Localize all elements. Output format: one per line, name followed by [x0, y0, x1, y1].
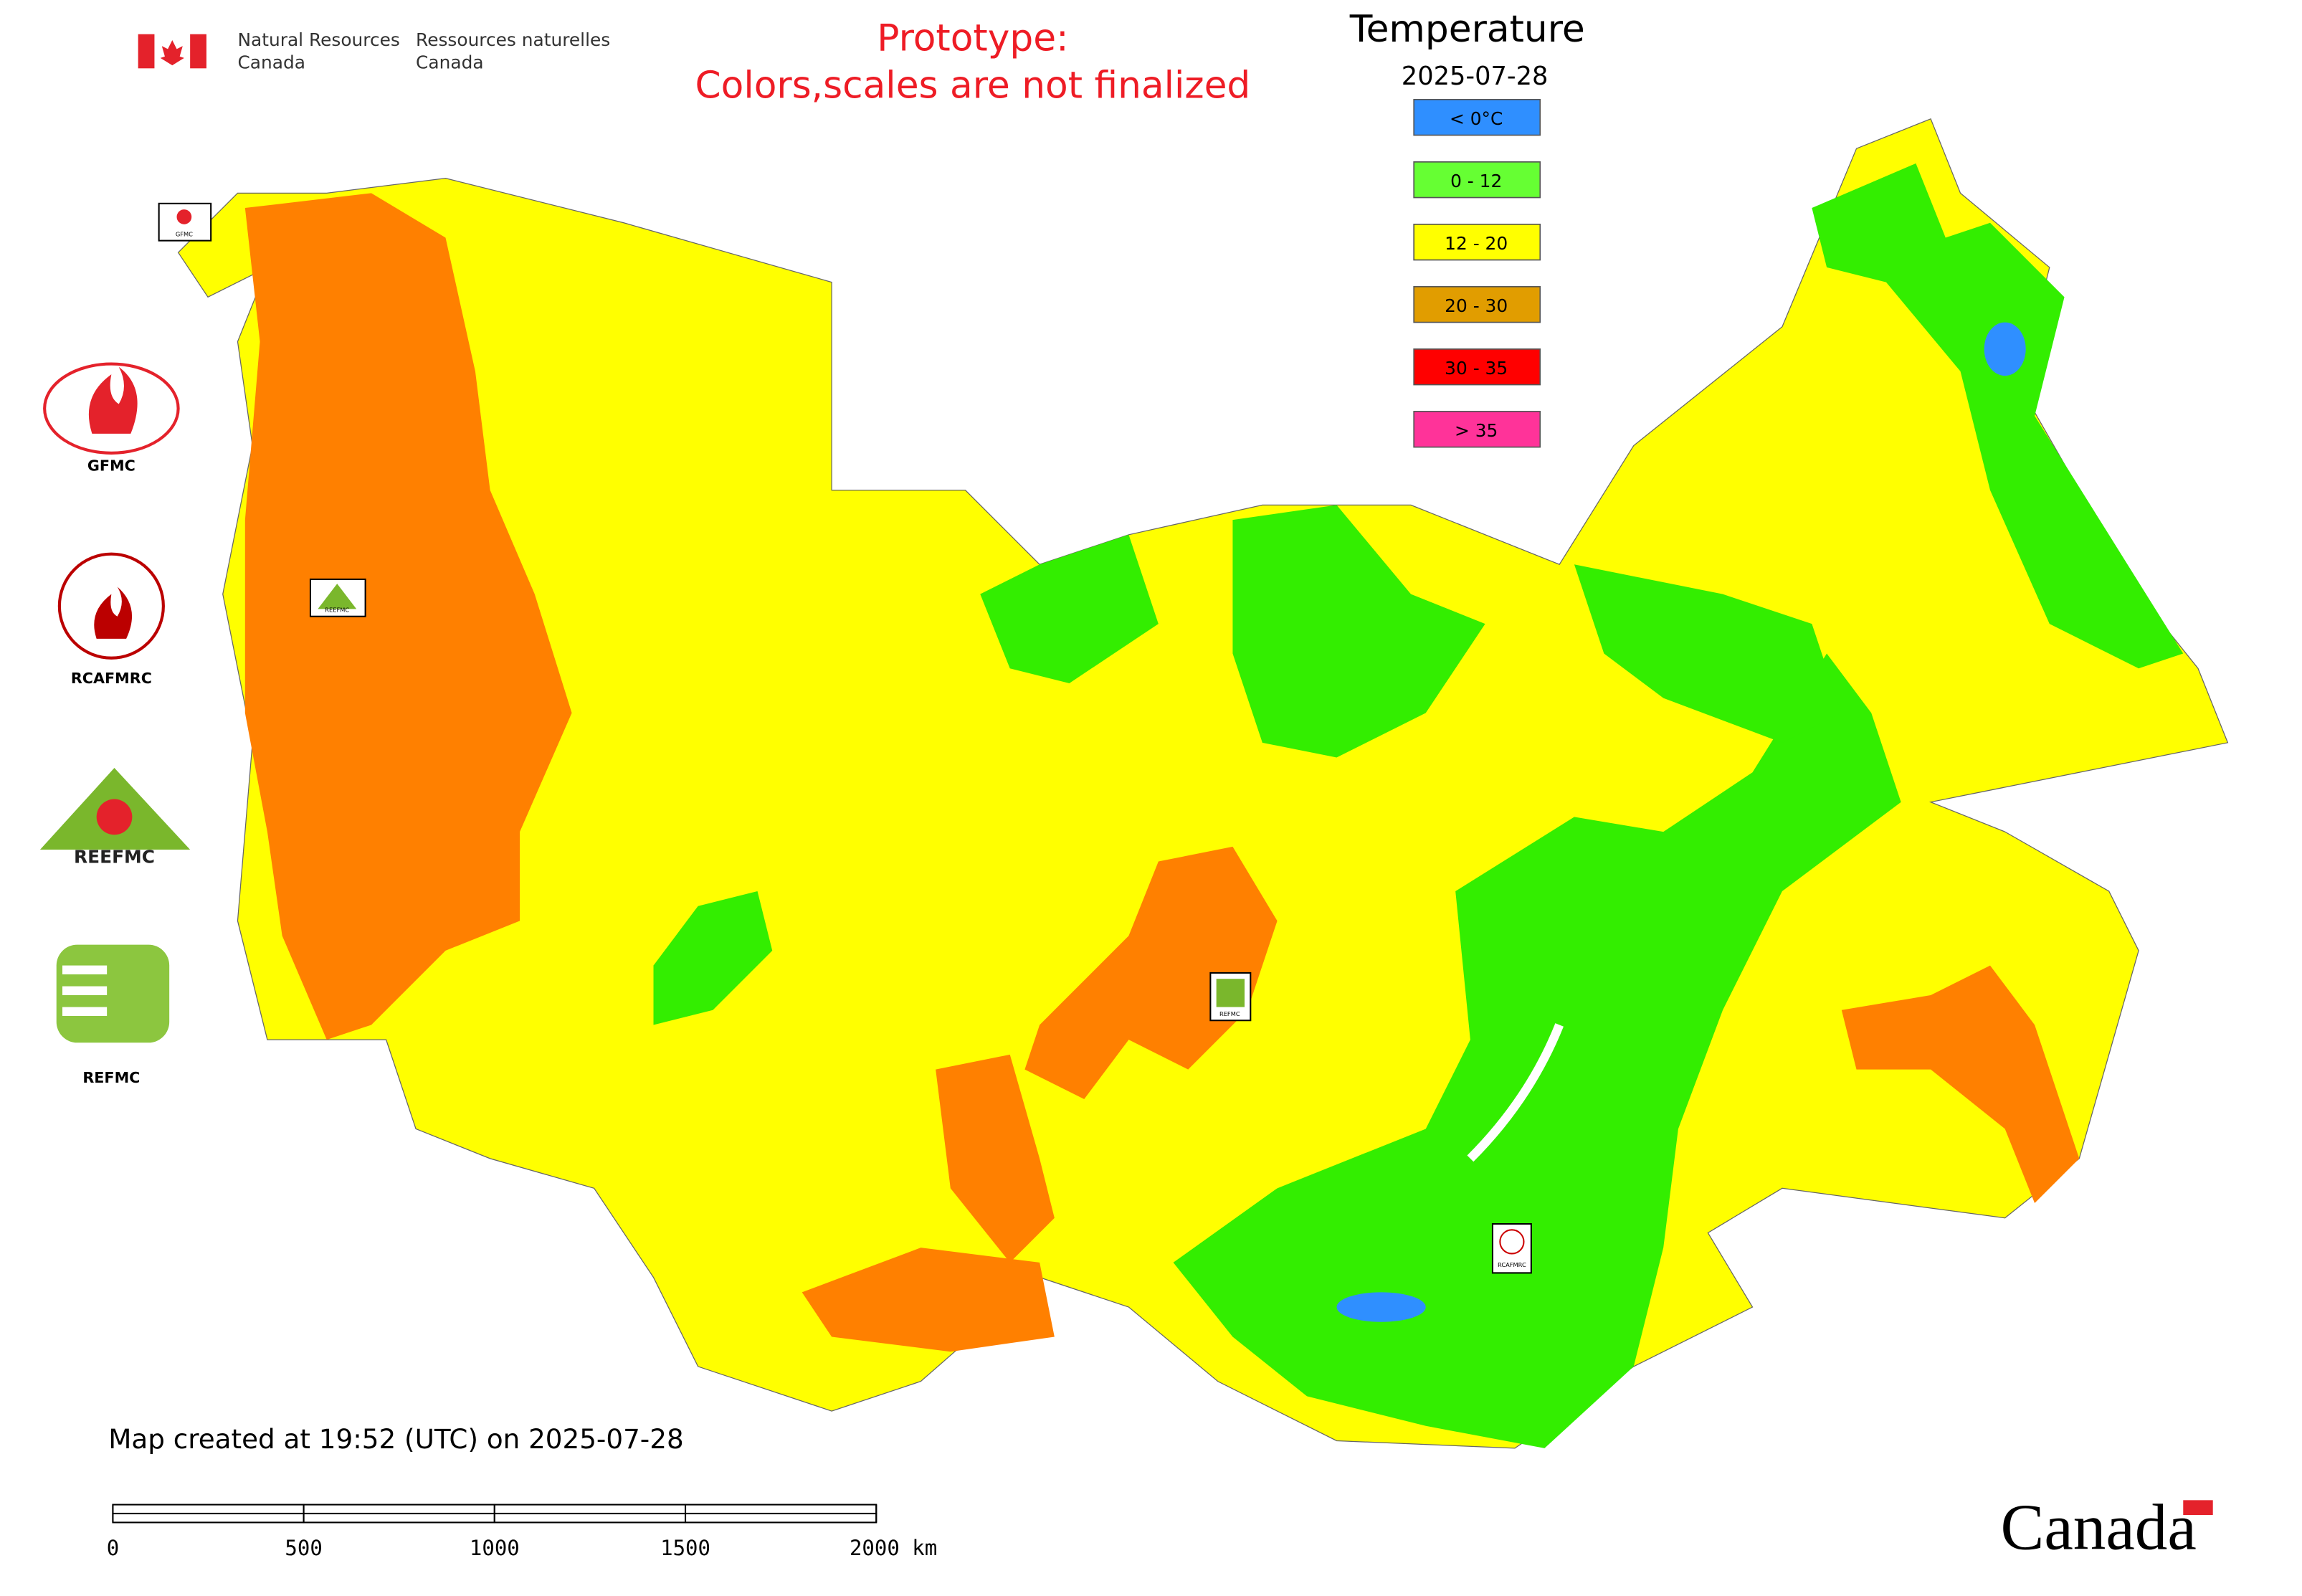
- region-blue: [1336, 1292, 1426, 1322]
- station-label: RCAFMRC: [1498, 1261, 1526, 1268]
- scale-segment: [112, 1512, 305, 1524]
- scale-segment: [493, 1512, 687, 1524]
- logo-label: RCAFMRC: [71, 670, 152, 687]
- region-yellow: [177, 118, 2229, 1449]
- prototype-notice: Colors,scales are not finalized: [695, 65, 1251, 108]
- prototype-notice: Prototype:: [877, 16, 1068, 60]
- legend-label: 20 - 30: [1445, 295, 1508, 316]
- dept-en: Canada: [237, 52, 305, 72]
- region-orange: [1841, 965, 2080, 1204]
- scale-segment: [493, 1504, 687, 1515]
- logo-stripe: [62, 986, 108, 996]
- logo-rcafmrc: [57, 552, 165, 660]
- region-green: [1812, 163, 2184, 669]
- scale-label: 1000: [470, 1536, 520, 1560]
- logo-reefmc: REEFMC: [39, 768, 191, 868]
- logo-gfmc: [43, 362, 180, 455]
- logo-stripe: [62, 1007, 108, 1017]
- region-orange: [1024, 846, 1278, 1100]
- region-blue: [1984, 322, 2026, 376]
- station-label: REEFMC: [325, 607, 349, 614]
- scale-segment: [303, 1504, 495, 1515]
- map-area: [177, 118, 2229, 1449]
- legend-date: 2025-07-28: [1402, 62, 1549, 91]
- canada-flag: [138, 34, 206, 69]
- lake: [1467, 1023, 1564, 1162]
- station: REFMC: [1209, 972, 1252, 1022]
- scale-label: 0: [107, 1536, 119, 1560]
- station: RCAFMRC: [1491, 1222, 1532, 1274]
- flag-band: [190, 34, 206, 69]
- region-green: [980, 534, 1159, 683]
- region-green: [1173, 653, 1901, 1448]
- scale-label: 2000 km: [850, 1536, 937, 1560]
- logo-shape: [57, 552, 165, 660]
- station-icon: [176, 209, 192, 224]
- legend-label: 12 - 20: [1445, 233, 1508, 254]
- canada-wordmark: Canada: [2001, 1491, 2197, 1564]
- logo-flame: [88, 366, 138, 434]
- legend: < 0°C 0 - 12 12 - 20 20 - 30 30 - 35 > 35: [1413, 98, 1541, 448]
- logo-flame: [94, 586, 133, 639]
- scale-segment: [685, 1512, 877, 1524]
- created-note: Map created at 19:52 (UTC) on 2025-07-28: [108, 1423, 683, 1455]
- logo-refmc: [56, 944, 170, 1043]
- region-green: [1574, 564, 1842, 743]
- scale-segment: [112, 1504, 305, 1515]
- maple-leaf: [160, 39, 184, 66]
- dept-en: Natural Resources: [237, 29, 399, 50]
- logo-stripe: [62, 965, 108, 975]
- legend-label: 30 - 35: [1445, 358, 1508, 379]
- region-orange: [244, 193, 572, 1040]
- logo-label: REEFMC: [74, 847, 155, 868]
- logo-shape: [43, 362, 180, 455]
- region-green: [1232, 505, 1485, 758]
- region-orange: [936, 1054, 1055, 1263]
- station-icon: [318, 584, 357, 609]
- legend-swatch: [1413, 161, 1541, 199]
- legend-swatch: [1413, 286, 1541, 323]
- legend-label: > 35: [1455, 420, 1498, 441]
- station-icon: [1499, 1229, 1525, 1255]
- dept-fr: Canada: [416, 52, 484, 72]
- station-label: GFMC: [176, 230, 193, 237]
- legend-swatch: [1413, 348, 1541, 386]
- scale-label: 500: [285, 1536, 322, 1560]
- legend-label: 0 - 12: [1450, 171, 1502, 191]
- station: GFMC: [158, 202, 212, 242]
- logo-label: REFMC: [82, 1069, 140, 1086]
- dept-fr: Ressources naturelles: [416, 29, 610, 50]
- logo-flame: [96, 799, 133, 835]
- flag-band: [138, 34, 155, 69]
- legend-swatch: [1413, 411, 1541, 448]
- logo-label: GFMC: [87, 457, 135, 475]
- station-label: REFMC: [1219, 1010, 1240, 1017]
- station: REEFMC: [309, 578, 366, 617]
- region-orange: [802, 1248, 1055, 1352]
- scale-label: 1500: [660, 1536, 710, 1560]
- legend-swatch: [1413, 224, 1541, 261]
- region-green: [653, 890, 773, 1025]
- legend-title: Temperature: [1349, 8, 1585, 51]
- wordmark-flag: [2183, 1500, 2213, 1516]
- legend-swatch: [1413, 98, 1541, 136]
- station-box: [1491, 1222, 1532, 1274]
- scale-bar: 0 500 1000 1500 2000 km: [107, 1504, 937, 1560]
- legend-label: < 0°C: [1450, 108, 1503, 129]
- scale-segment: [685, 1504, 877, 1515]
- scale-segment: [303, 1512, 495, 1524]
- station-icon: [1216, 979, 1245, 1007]
